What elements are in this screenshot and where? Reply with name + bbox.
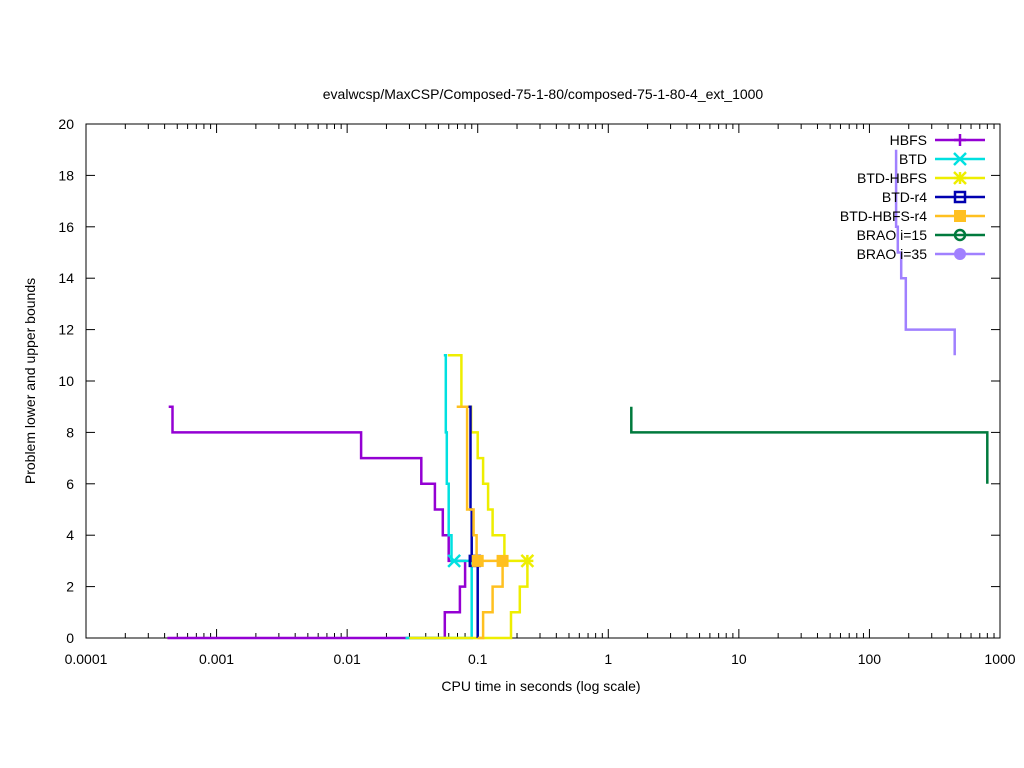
series-upper-line	[894, 149, 956, 356]
data-point	[447, 554, 462, 568]
x-tick-label: 0.001	[199, 651, 234, 667]
y-tick-label: 2	[66, 579, 74, 595]
x-tick-label: 1000	[984, 651, 1015, 667]
data-point-shape	[496, 554, 509, 567]
series-lower-line	[405, 559, 473, 640]
series-lower-line	[409, 560, 529, 640]
y-tick-label: 10	[58, 373, 74, 389]
y-tick-label: 20	[58, 116, 74, 132]
y-tick-label: 6	[66, 476, 74, 492]
y-tick-label: 0	[66, 630, 74, 646]
legend-marker	[953, 190, 967, 204]
x-tick-label: 0.0001	[65, 651, 108, 667]
y-axis-label: Problem lower and upper bounds	[22, 278, 38, 484]
legend-marker	[954, 134, 966, 146]
series-lower-line	[477, 560, 504, 640]
x-tick-label: 0.1	[468, 651, 488, 667]
x-axis-label: CPU time in seconds (log scale)	[441, 678, 640, 694]
series-upper-line	[630, 406, 989, 484]
plot-area	[167, 149, 989, 640]
legend-label: BTD-HBFS-r4	[840, 208, 927, 224]
series-upper-line	[168, 405, 453, 563]
series-upper-line	[456, 405, 503, 563]
legend-marker-stroke	[953, 171, 967, 185]
legend-marker-shape	[954, 210, 966, 222]
series-upper-line	[468, 405, 475, 563]
x-tick-label: 100	[858, 651, 882, 667]
y-tick-label: 18	[58, 167, 74, 183]
legend-marker-shape	[953, 228, 967, 242]
legend-marker	[954, 210, 966, 222]
y-tick-label: 16	[58, 219, 74, 235]
series-lower-line	[167, 559, 467, 640]
legend: HBFS BTD BTD-HBFS BTD-r4 BTD-HBFS-r4 BRAO i=1…	[840, 132, 985, 262]
legend-marker-stroke	[953, 152, 967, 166]
y-tick-label: 14	[58, 270, 74, 286]
series-brao-i-35	[894, 149, 956, 356]
legend-entry: BTD	[899, 151, 985, 167]
legend-label: BRAO i=35	[857, 246, 928, 262]
data-point-stroke	[520, 554, 535, 568]
data-point	[520, 554, 535, 568]
series-brao-i-15	[630, 406, 989, 484]
legend-label: BTD	[899, 151, 927, 167]
y-tick-label: 8	[66, 424, 74, 440]
legend-label: HBFS	[890, 132, 927, 148]
series-hbfs	[167, 405, 467, 640]
legend-entry: BTD-HBFS-r4	[840, 208, 985, 224]
series-lower-line	[474, 559, 479, 638]
data-point	[496, 554, 509, 567]
legend-entry: BTD-HBFS	[857, 170, 985, 186]
legend-entry: BTD-r4	[882, 189, 985, 205]
x-tick-label: 1	[604, 651, 612, 667]
series-btd-hbfs-r4	[456, 405, 509, 640]
legend-marker-shape	[954, 248, 966, 260]
series-upper-line	[447, 354, 528, 563]
legend-marker	[953, 171, 967, 185]
axes: 0.0001 0.001 0.01 0.1 1 10 100 1000 0 2 4 6 8 10 12 14 1…	[58, 116, 1015, 667]
legend-marker-shape	[953, 190, 967, 204]
series-upper-line	[443, 354, 455, 563]
legend-label: BTD-HBFS	[857, 170, 927, 186]
legend-label: BTD-r4	[882, 189, 927, 205]
y-tick-label: 4	[66, 527, 74, 543]
legend-entry: HBFS	[890, 132, 985, 148]
legend-label: BRAO i=15	[857, 227, 928, 243]
chart-title: evalwcsp/MaxCSP/Composed-75-1-80/compose…	[323, 86, 764, 102]
legend-marker	[954, 248, 966, 260]
plot-frame	[85, 123, 1001, 639]
data-point-shape	[471, 554, 484, 567]
data-point	[471, 554, 484, 567]
y-tick-label: 12	[58, 322, 74, 338]
x-tick-label: 10	[731, 651, 747, 667]
legend-entry: BRAO i=35	[857, 246, 985, 262]
data-point-stroke	[447, 554, 462, 568]
legend-marker	[953, 152, 967, 166]
x-tick-label: 0.01	[334, 651, 361, 667]
legend-entry: BRAO i=15	[857, 227, 985, 243]
legend-marker	[953, 228, 967, 242]
